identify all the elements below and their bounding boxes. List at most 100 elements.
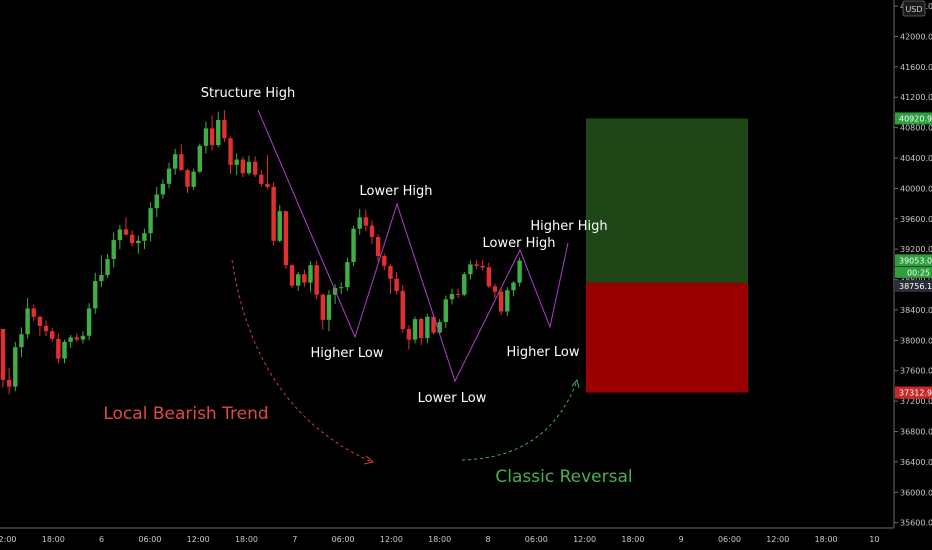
candle — [160, 179, 166, 200]
candle-body — [265, 183, 270, 187]
candle — [0, 328, 6, 388]
candle-body — [37, 316, 43, 326]
candle-body — [111, 240, 116, 260]
candle — [209, 115, 215, 151]
candle-body — [166, 168, 172, 184]
candle — [357, 208, 362, 235]
candle — [400, 284, 405, 333]
candle-body — [400, 290, 405, 329]
current-price-bg — [895, 254, 932, 267]
candle — [486, 262, 492, 288]
candle-body — [43, 325, 49, 332]
candle — [308, 261, 313, 292]
candle — [271, 182, 276, 246]
candle — [431, 314, 436, 335]
candle-body — [505, 290, 510, 312]
candle — [222, 110, 227, 143]
candle — [425, 313, 430, 344]
target-price-text: 40920.98 — [899, 114, 932, 123]
candle — [468, 260, 473, 280]
candle — [375, 233, 381, 262]
candle-body — [394, 278, 399, 291]
time-tick-label: 06:00 — [138, 535, 161, 544]
candle-body — [462, 274, 467, 295]
candle-body — [19, 334, 24, 348]
price-tick-label: 40800.00 — [900, 124, 932, 133]
candle — [517, 257, 522, 287]
candle — [228, 136, 233, 174]
candle — [37, 316, 43, 336]
bearish-arrow-head — [363, 455, 375, 465]
candle-body — [363, 217, 369, 226]
candle-body — [209, 128, 215, 146]
candle-body — [50, 331, 55, 339]
candle-body — [351, 228, 356, 263]
candle-body — [289, 265, 295, 286]
candle — [111, 232, 116, 268]
candle — [93, 272, 98, 314]
candle — [62, 339, 67, 364]
higher-low-label-1: Higher Low — [311, 346, 384, 361]
price-tick-label: 39200.00 — [900, 245, 932, 254]
candle — [43, 320, 49, 336]
candle-body — [0, 328, 6, 380]
candle — [99, 255, 104, 288]
candle-body — [246, 161, 252, 174]
currency-badge[interactable] — [902, 0, 926, 17]
countdown-label: 00:25 — [895, 266, 932, 278]
time-tick-label: 18:00 — [621, 535, 644, 544]
candle — [56, 333, 61, 364]
candle — [117, 224, 123, 250]
candle — [388, 264, 393, 295]
candle-body — [93, 281, 98, 309]
candle — [216, 111, 221, 148]
candle-body — [25, 308, 30, 335]
candle — [363, 209, 369, 231]
time-tick-label: 7 — [292, 535, 297, 544]
candle — [246, 155, 252, 176]
candle-body — [31, 308, 36, 317]
candle-body — [271, 186, 276, 241]
candle — [498, 287, 504, 316]
candle-body — [74, 337, 79, 340]
candle — [74, 333, 79, 342]
candle — [412, 316, 418, 344]
profit-zone — [586, 118, 748, 283]
time-tick-label: 06:00 — [718, 535, 741, 544]
candle-body — [173, 154, 178, 169]
candle-body — [123, 229, 129, 235]
candle — [277, 205, 282, 243]
candle — [86, 303, 92, 341]
candle-body — [412, 319, 418, 340]
candle — [129, 230, 135, 247]
candle-body — [62, 341, 67, 359]
candle — [314, 260, 319, 300]
candle-body — [185, 170, 190, 187]
price-tick-label: 37600.00 — [900, 367, 932, 376]
candle-body — [203, 128, 209, 146]
lower-low-label: Lower Low — [418, 391, 487, 406]
time-tick-label: 12:00 — [187, 535, 210, 544]
candle — [197, 143, 202, 174]
candle — [203, 121, 209, 154]
stop-price-bg — [895, 386, 932, 399]
candle-body — [148, 208, 153, 234]
candle — [31, 304, 36, 321]
price-tick-label: 41200.00 — [900, 93, 932, 102]
candle-body — [455, 294, 461, 296]
time-tick-label: 18:00 — [428, 535, 451, 544]
candle-body — [160, 183, 166, 195]
higher-low-label-2: Higher Low — [507, 345, 580, 360]
candle-body — [259, 174, 264, 184]
target-price-bg — [895, 112, 932, 125]
currency-badge-label: USD — [905, 5, 922, 14]
bearish-trend-label: Local Bearish Trend — [103, 404, 268, 424]
candle — [289, 264, 295, 288]
candle — [382, 253, 387, 271]
price-tick-label: 40400.00 — [900, 154, 932, 163]
price-tick-label: 36400.00 — [900, 458, 932, 467]
candle-body — [222, 120, 227, 139]
price-tick-label: 36000.00 — [900, 488, 932, 497]
candle — [320, 293, 325, 330]
bullish-reversal-arrow — [461, 380, 578, 461]
